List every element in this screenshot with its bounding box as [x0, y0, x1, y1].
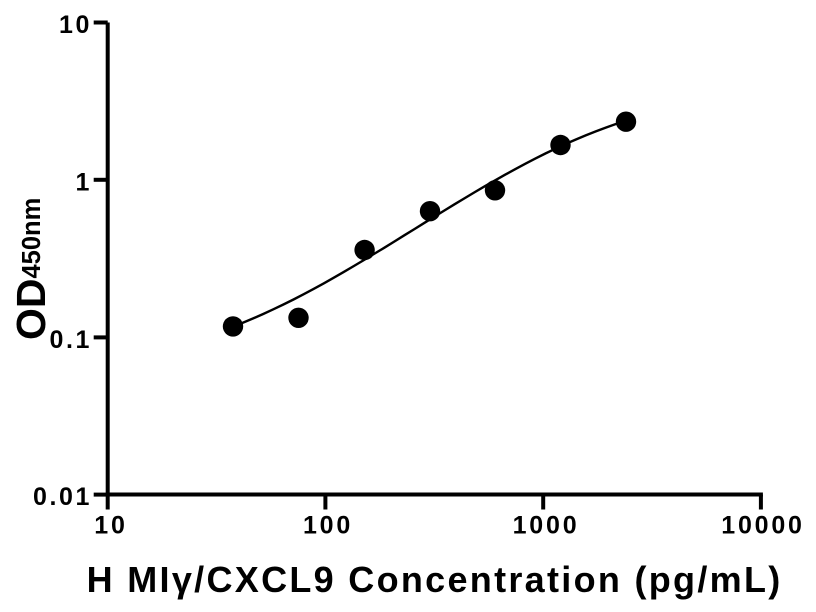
svg-text:H MIγ/CXCL9 Concentration (pg/: H MIγ/CXCL9 Concentration (pg/mL): [87, 559, 783, 600]
svg-text:0.01: 0.01: [33, 483, 92, 511]
svg-text:1000: 1000: [513, 512, 580, 540]
svg-text:10000: 10000: [721, 512, 805, 540]
svg-text:100: 100: [303, 512, 353, 540]
svg-text:10: 10: [94, 512, 127, 540]
svg-text:OD450nm: OD450nm: [8, 198, 54, 340]
svg-text:0.1: 0.1: [49, 326, 92, 354]
svg-text:1: 1: [75, 168, 92, 196]
svg-text:10: 10: [59, 11, 92, 39]
